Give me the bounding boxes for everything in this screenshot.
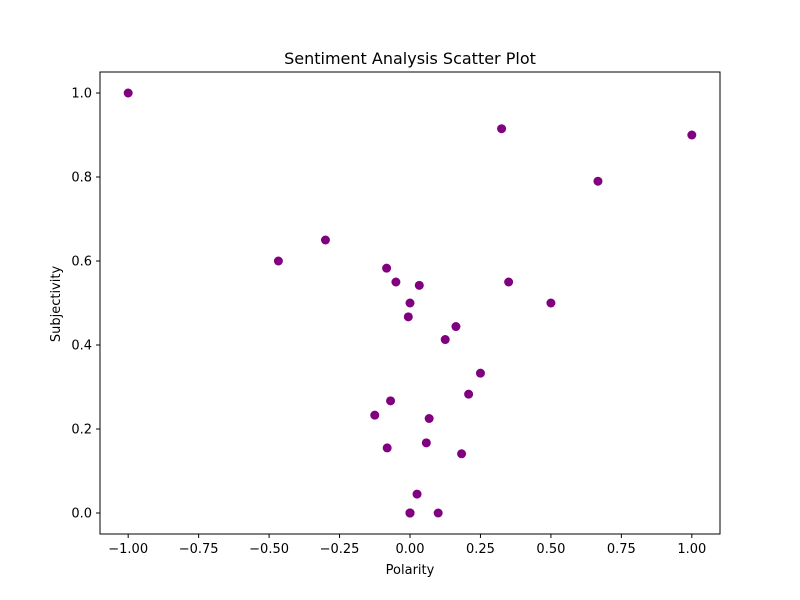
data-point: [320, 235, 330, 245]
x-tick-label: 0.00: [396, 542, 425, 557]
data-point: [405, 508, 415, 518]
chart-title: Sentiment Analysis Scatter Plot: [284, 49, 536, 68]
data-point: [273, 256, 283, 266]
data-point: [451, 322, 461, 332]
data-point: [391, 277, 401, 287]
data-point: [421, 438, 431, 448]
y-tick-label: 0.8: [71, 171, 92, 186]
data-point: [382, 443, 392, 453]
data-point: [687, 130, 697, 140]
x-tick-label: −0.50: [249, 542, 289, 557]
y-tick-label: 1.0: [71, 87, 92, 102]
data-point: [497, 124, 507, 134]
data-point: [405, 298, 415, 308]
data-point: [504, 277, 514, 287]
data-point: [412, 489, 422, 499]
y-tick-label: 0.6: [71, 255, 92, 270]
x-axis-label: Polarity: [386, 563, 435, 578]
data-point: [475, 368, 485, 378]
data-point: [382, 263, 392, 273]
data-point: [403, 312, 413, 322]
plot-area: −1.00 −0.75 −0.50 −0.25 0.00 0.25 0.50 0.75 1.00…: [71, 71, 721, 557]
x-tick-label: −1.00: [108, 542, 148, 557]
y-tick-label: 0.0: [71, 507, 92, 522]
x-tick-label: 0.25: [466, 542, 495, 557]
data-point: [593, 176, 603, 186]
data-point: [386, 396, 396, 406]
data-point: [464, 389, 474, 399]
x-tick-label: −0.25: [320, 542, 360, 557]
x-tick-label: 0.75: [607, 542, 636, 557]
data-point: [546, 298, 556, 308]
y-tick-label: 0.2: [71, 423, 92, 438]
data-point: [457, 449, 467, 459]
data-point: [440, 335, 450, 345]
data-point: [123, 88, 133, 98]
x-tick-label: 1.00: [677, 542, 706, 557]
data-point: [424, 414, 434, 423]
x-tick-label: 0.50: [536, 542, 565, 557]
y-tick-label: 0.4: [71, 339, 92, 354]
data-point: [433, 508, 443, 518]
y-axis-label: Subjectivity: [49, 266, 64, 343]
data-point: [414, 280, 424, 290]
x-tick-label: −0.75: [179, 542, 219, 557]
data-point: [370, 410, 380, 420]
